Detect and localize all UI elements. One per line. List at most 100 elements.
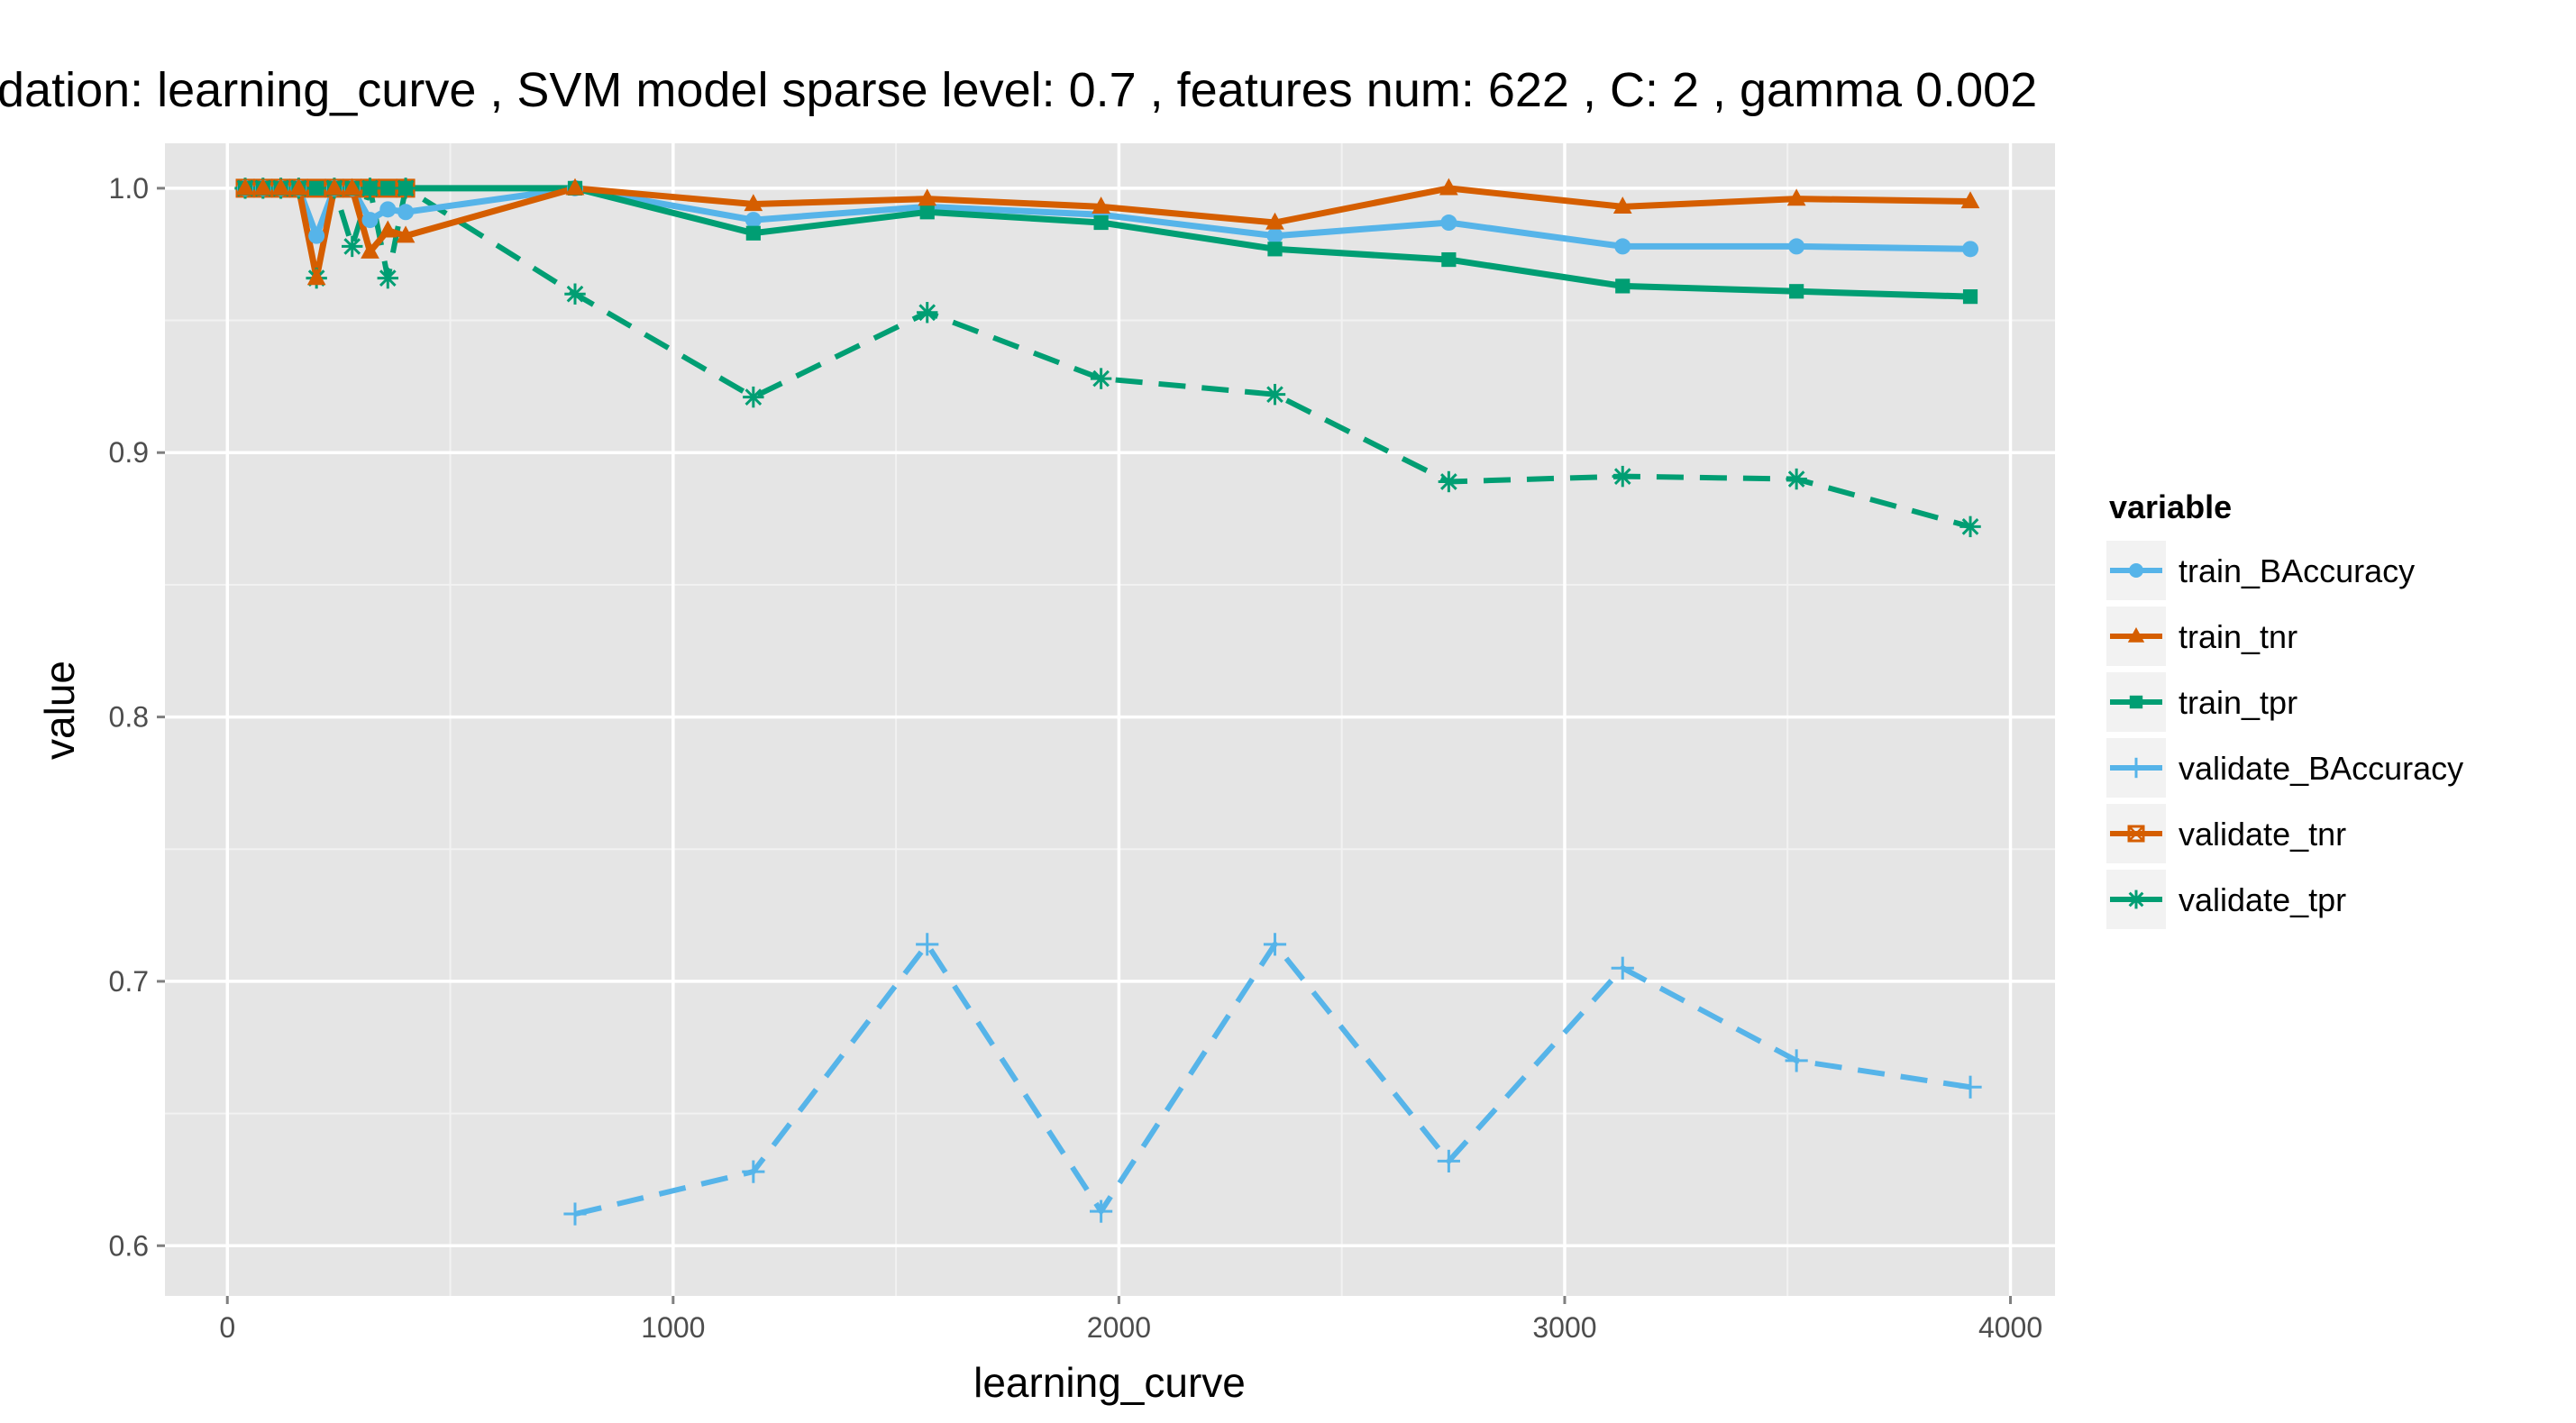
data-point-square: [1093, 214, 1109, 231]
data-point-triangle: [1439, 178, 1458, 196]
x-axis-title: learning_curve: [973, 1359, 1246, 1406]
data-point-square: [1441, 251, 1457, 268]
data-point-circle: [308, 227, 325, 244]
data-point-asterisk: [1438, 470, 1460, 493]
data-point-circle: [1266, 227, 1283, 244]
data-point-asterisk: [342, 235, 363, 258]
data-point-asterisk: [1959, 515, 1981, 538]
legend-item: train_tnr: [2106, 607, 2297, 666]
data-point-triangle: [565, 178, 585, 196]
data-point-triangle: [271, 178, 290, 196]
x-tick-label: 4000: [1978, 1311, 2042, 1344]
data-point-triangle: [2127, 627, 2145, 643]
data-point-triangle: [1960, 191, 1980, 209]
data-point-plus: [916, 933, 939, 956]
data-point-boxed-x: [2127, 825, 2145, 843]
data-point-asterisk: [564, 283, 586, 305]
data-point-circle: [397, 204, 415, 221]
legend: variable train_BAccuracy train_tnr train_t…: [2106, 488, 2463, 929]
data-point-circle: [361, 212, 379, 229]
chart-title: dation: learning_curve , SVM model spars…: [0, 63, 2037, 117]
legend-title: variable: [2109, 488, 2232, 525]
legend-label: train_tpr: [2179, 684, 2297, 721]
data-point-asterisk: [917, 302, 938, 324]
legend-item: validate_BAccuracy: [2106, 738, 2463, 798]
data-point-triangle: [306, 268, 326, 286]
data-point-asterisk: [377, 267, 398, 289]
data-point-square: [1267, 242, 1283, 257]
data-point-triangle: [396, 225, 416, 243]
grid-major: [165, 143, 2055, 1296]
data-point-square: [1615, 278, 1631, 294]
y-tick-label: 0.8: [109, 701, 149, 734]
data-point-triangle: [1265, 212, 1284, 230]
data-point-triangle: [324, 178, 344, 196]
data-point-square: [1789, 284, 1804, 299]
legend-item: validate_tpr: [2106, 870, 2346, 929]
legend-label: validate_tpr: [2179, 881, 2346, 918]
legend-label: validate_tnr: [2179, 816, 2346, 853]
data-point-square: [2129, 695, 2143, 709]
data-point-triangle: [1612, 196, 1632, 214]
data-point-asterisk: [1786, 468, 1807, 490]
data-point-plus: [1611, 956, 1634, 980]
legend-item: validate_tnr: [2106, 804, 2346, 863]
data-point-square: [309, 180, 324, 196]
data-point-square: [745, 225, 761, 241]
data-point-circle: [1962, 241, 1979, 258]
data-point-triangle: [343, 178, 362, 196]
data-point-plus: [742, 1160, 765, 1183]
data-point-circle: [2129, 563, 2143, 578]
x-tick-label: 1000: [641, 1311, 705, 1344]
data-point-circle: [744, 212, 762, 229]
data-point-plus: [2125, 757, 2147, 779]
grid-minor: [165, 143, 2055, 1296]
data-point-triangle: [289, 178, 308, 196]
x-tick-label: 2000: [1087, 1311, 1151, 1344]
data-point-square: [362, 180, 378, 196]
data-point-triangle: [744, 194, 763, 212]
data-point-square: [380, 180, 396, 196]
data-point-triangle: [378, 220, 397, 238]
data-point-square: [1962, 289, 1978, 305]
data-point-plus: [1263, 933, 1287, 956]
data-point-triangle: [918, 188, 937, 206]
y-tick-label: 1.0: [109, 172, 149, 205]
legend-label: train_tnr: [2179, 618, 2297, 655]
data-point-square: [397, 180, 414, 196]
y-tick-label: 0.7: [109, 965, 149, 998]
y-axis-ticks: 0.6 0.7 0.8 0.9 1.0: [109, 172, 165, 1262]
data-point-triangle: [1092, 196, 1110, 214]
data-point-asterisk: [2126, 889, 2146, 909]
data-point-square: [919, 205, 935, 220]
data-point-plus: [1090, 1200, 1113, 1223]
data-point-asterisk: [1090, 368, 1112, 389]
data-point-asterisk: [1264, 383, 1286, 406]
legend-item: train_BAccuracy: [2106, 541, 2415, 600]
y-axis-title: value: [36, 661, 83, 760]
legend-item: train_tpr: [2106, 672, 2297, 732]
data-point-circle: [1614, 238, 1631, 255]
panel-background: [165, 143, 2055, 1296]
data-point-triangle: [1786, 188, 1806, 206]
data-point-plus: [1959, 1075, 1982, 1099]
data-point-triangle: [253, 178, 273, 196]
data-point-triangle: [235, 178, 255, 196]
y-tick-label: 0.6: [109, 1229, 149, 1262]
data-point-circle: [379, 201, 397, 218]
data-point-plus: [563, 1202, 587, 1226]
data-point-asterisk: [1612, 465, 1633, 488]
plot-markers: [234, 178, 1982, 1226]
x-tick-label: 3000: [1532, 1311, 1596, 1344]
legend-label: validate_BAccuracy: [2179, 750, 2463, 787]
legend-label: train_BAccuracy: [2179, 552, 2415, 589]
x-tick-label: 0: [219, 1311, 235, 1344]
data-point-asterisk: [743, 386, 764, 408]
y-tick-label: 0.9: [109, 436, 149, 469]
data-point-plus: [1437, 1149, 1460, 1172]
data-point-plus: [1785, 1049, 1808, 1072]
data-point-circle: [1440, 214, 1457, 232]
x-axis-ticks: 0 1000 2000 3000 4000: [219, 1296, 2042, 1344]
data-point-circle: [1788, 238, 1805, 255]
